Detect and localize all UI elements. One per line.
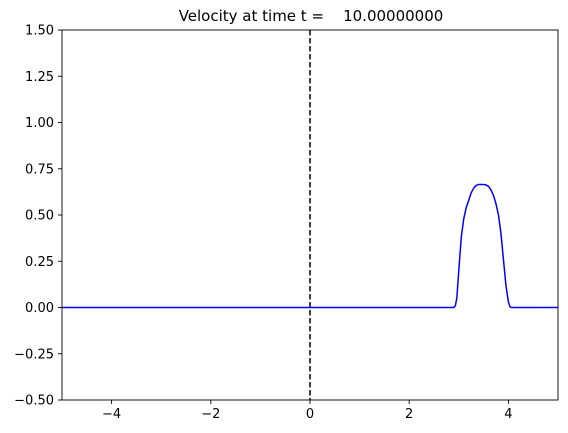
axes: −4 −2 0 2 4 −0.50 −0.25 0.00 0.25 0.50 0.75 1.00 1.2… [14,24,559,422]
series-line-0 [62,183,558,309]
y-tick-label: 1.25 [25,70,54,85]
y-tick-label: 1.50 [25,24,54,39]
x-tick-label: −2 [201,407,220,422]
x-tick-label: 2 [405,407,413,422]
y-tick-label: 0.50 [25,209,54,224]
y-tick-label: 0.25 [25,255,54,270]
y-tick-label: −0.25 [14,347,54,362]
y-tick-label: 0.75 [25,162,54,177]
y-tick-label: −0.50 [14,394,54,409]
y-tick-label: 0.00 [25,301,54,316]
x-tick-label: −4 [102,407,121,422]
y-tick-label: 1.00 [25,116,54,131]
x-tick-label: 0 [306,407,314,422]
plot-area [62,30,558,400]
chart-title: Velocity at time t = 10.00000000 [179,7,444,25]
x-tick-label: 4 [504,407,512,422]
